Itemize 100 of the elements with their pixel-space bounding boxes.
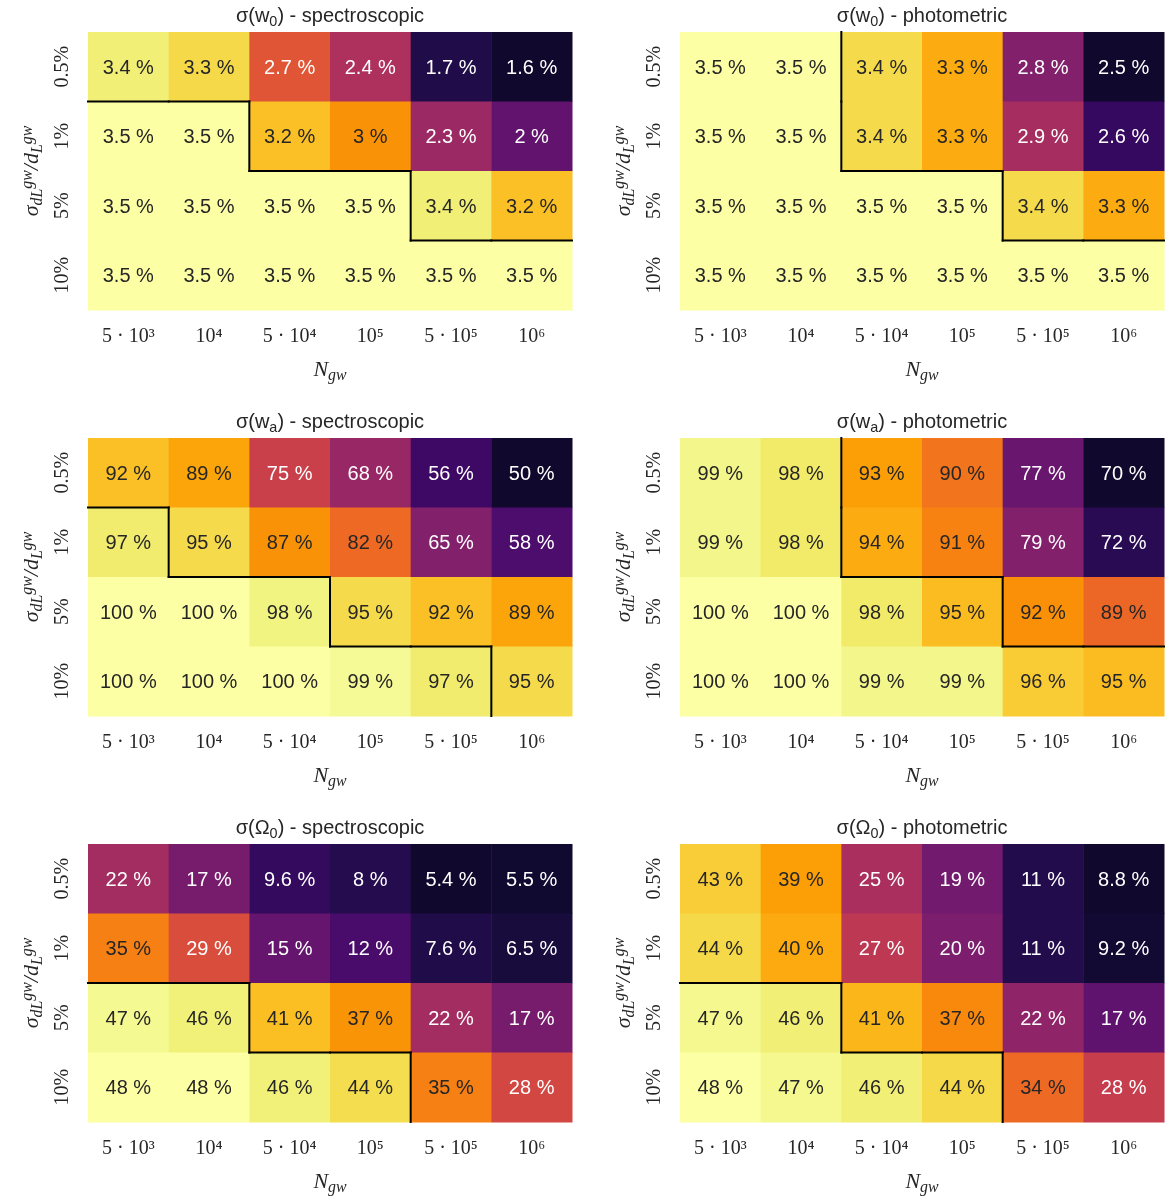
data-label: 2.9 % (1017, 125, 1069, 148)
data-label: 3.4 % (856, 55, 908, 78)
data-label: 46 % (858, 1076, 905, 1099)
data-label: 2.8 % (1017, 55, 1069, 78)
data-label: 92 % (1020, 600, 1067, 623)
data-label: 5.4 % (425, 867, 477, 890)
x-tick-label: 10⁴ (195, 730, 223, 752)
data-label: 82 % (347, 531, 394, 554)
x-axis-title: N$_{gw}$ (904, 762, 940, 790)
y-tick-label: 5% (50, 598, 72, 626)
data-label: 3.5 % (775, 194, 827, 217)
data-label: 11 % (1020, 867, 1066, 890)
data-label: 47 % (105, 1006, 152, 1029)
x-tick-label: 10⁶ (518, 730, 546, 752)
data-label: 95 % (1100, 670, 1147, 693)
data-label: 29 % (186, 937, 233, 960)
x-tick-label: 5 · 10⁵ (424, 730, 478, 752)
data-label: 3.4 % (1017, 194, 1069, 217)
x-tick-label: 5 · 10³ (694, 1136, 747, 1158)
data-label: 37 % (347, 1006, 394, 1029)
x-tick-label: 5 · 10⁴ (262, 730, 317, 752)
data-label: 48 % (186, 1076, 233, 1099)
data-label: 40 % (778, 937, 825, 960)
x-tick-label: 5 · 10⁴ (854, 324, 909, 346)
data-label: 97 % (428, 670, 475, 693)
data-label: 100 % (180, 600, 238, 623)
chart-title: σ(w$_{a}$) - spectroscopic (235, 410, 425, 435)
data-label: 3.5 % (775, 264, 827, 287)
data-label: 98 % (858, 600, 905, 623)
data-label: 5.5 % (506, 867, 558, 890)
data-label: 92 % (428, 600, 475, 623)
chart-title: σ(w$_{0}$) - spectroscopic (235, 4, 425, 29)
data-label: 22 % (1020, 1006, 1067, 1029)
data-label: 95 % (939, 600, 986, 623)
data-label: 37 % (939, 1006, 986, 1029)
data-label: 77 % (1020, 461, 1067, 484)
x-tick-label: 5 · 10³ (694, 324, 747, 346)
data-label: 28 % (508, 1076, 555, 1099)
y-tick-label: 0.5% (50, 857, 72, 900)
x-tick-label: 5 · 10⁴ (854, 1136, 909, 1158)
x-tick-label: 10⁵ (356, 324, 384, 346)
data-label: 2.5 % (1098, 55, 1150, 78)
x-tick-label: 5 · 10⁵ (1016, 324, 1070, 346)
data-label: 11 % (1020, 937, 1066, 960)
data-label: 3.5 % (1098, 264, 1150, 287)
data-label: 65 % (428, 531, 475, 554)
y-tick-label: 1% (50, 528, 72, 556)
x-tick-label: 5 · 10⁵ (424, 324, 478, 346)
data-label: 3.3 % (936, 55, 989, 78)
data-label: 44 % (939, 1076, 986, 1099)
data-label: 3.4 % (425, 194, 477, 217)
data-label: 3.5 % (936, 194, 989, 217)
data-label: 95 % (508, 670, 555, 693)
y-tick-label: 1% (642, 934, 664, 962)
x-axis-title: N$_{gw}$ (312, 1168, 348, 1196)
data-label: 3.5 % (102, 264, 155, 287)
data-label: 68 % (347, 461, 394, 484)
data-label: 3.5 % (183, 125, 235, 148)
x-tick-label: 10⁶ (518, 1136, 546, 1158)
data-label: 3.5 % (183, 264, 235, 287)
data-label: 100 % (99, 670, 157, 693)
y-tick-label: 5% (50, 192, 72, 220)
data-label: 3.5 % (344, 264, 397, 287)
x-tick-label: 10⁵ (948, 730, 976, 752)
data-label: 95 % (186, 531, 233, 554)
y-tick-label: 1% (642, 528, 664, 556)
chart-title: σ(w$_{0}$) - photometric (836, 4, 1008, 29)
data-label: 3.5 % (694, 55, 747, 78)
data-label: 46 % (778, 1006, 825, 1029)
data-label: 48 % (105, 1076, 152, 1099)
data-label: 9.6 % (264, 867, 316, 890)
x-tick-label: 10⁵ (948, 1136, 976, 1158)
data-label: 3.5 % (425, 264, 477, 287)
data-label: 93 % (858, 461, 905, 484)
data-label: 7.6 % (425, 937, 477, 960)
x-tick-label: 10⁵ (356, 1136, 384, 1158)
data-label: 3.5 % (102, 125, 155, 148)
data-label: 17 % (508, 1006, 555, 1029)
x-axis-title: N$_{gw}$ (904, 1168, 940, 1196)
data-label: 41 % (858, 1006, 905, 1029)
data-label: 75 % (266, 461, 313, 484)
x-tick-label: 10⁵ (356, 730, 384, 752)
data-label: 99 % (697, 531, 744, 554)
data-label: 3.5 % (775, 55, 827, 78)
data-label: 15 % (266, 937, 313, 960)
y-tick-label: 5% (50, 1004, 72, 1032)
data-label: 50 % (508, 461, 555, 484)
y-tick-label: 1% (50, 934, 72, 962)
data-label: 44 % (697, 937, 744, 960)
x-tick-label: 5 · 10⁴ (262, 1136, 317, 1158)
data-label: 99 % (939, 670, 986, 693)
data-label: 46 % (266, 1076, 313, 1099)
y-tick-label: 1% (50, 122, 72, 150)
y-tick-label: 0.5% (50, 451, 72, 494)
x-tick-label: 10⁴ (787, 324, 815, 346)
data-label: 44 % (347, 1076, 394, 1099)
data-label: 98 % (778, 531, 825, 554)
data-label: 20 % (939, 937, 986, 960)
data-label: 89 % (1100, 600, 1147, 623)
x-tick-label: 5 · 10⁴ (262, 324, 317, 346)
